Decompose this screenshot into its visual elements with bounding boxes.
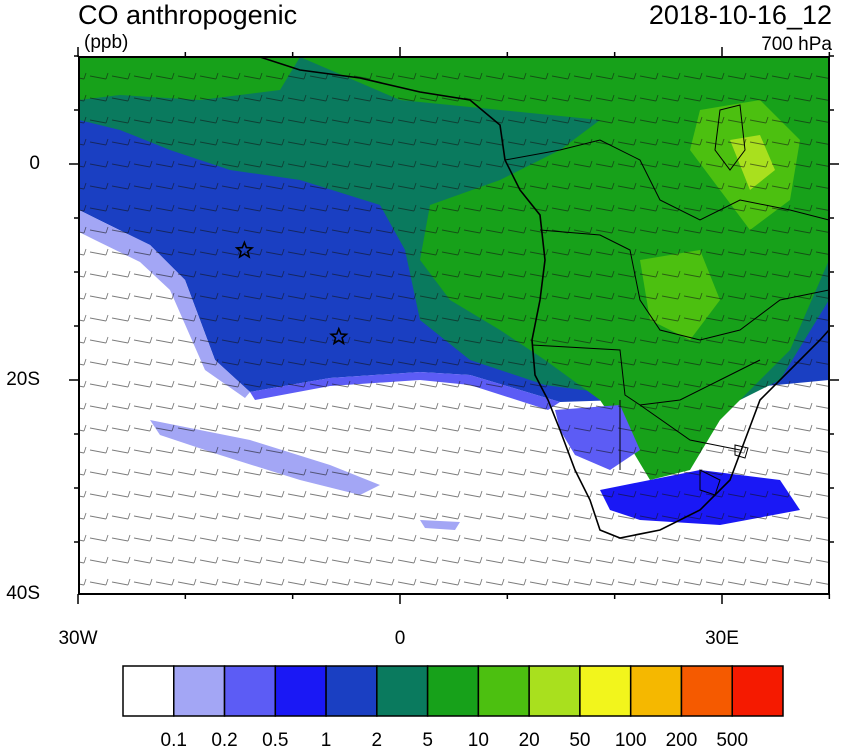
colorbar-swatch (325, 665, 378, 717)
colorbar-label: 0.5 (262, 730, 289, 751)
x-tick-label: 30W (58, 628, 98, 649)
colorbar-label: 200 (665, 730, 698, 751)
datetime-label: 2018-10-16_12 (648, 0, 832, 30)
border-4 (619, 400, 741, 470)
units-label: (ppb) (84, 32, 129, 53)
border-2 (539, 229, 829, 341)
colorbar-label: 50 (569, 730, 591, 751)
axis-ticks (69, 47, 839, 604)
colorbar-label: 5 (422, 730, 433, 751)
colorbar-swatch (122, 665, 175, 717)
lake-victoria (714, 104, 746, 171)
colorbar-swatch (477, 665, 530, 717)
colorbar-swatch (528, 665, 581, 717)
colorbar-label: 10 (467, 730, 489, 751)
pressure-level-label: 700 hPa (761, 34, 832, 55)
x-tick-label: 30E (705, 628, 739, 649)
wind-barbs (79, 57, 829, 594)
colorbar-label: 0.1 (160, 730, 187, 751)
colorbar-swatch (274, 665, 327, 717)
colorbar-swatch (223, 665, 277, 717)
border-lesotho (699, 469, 721, 496)
site-markers (234, 240, 349, 346)
border-eswatini (734, 444, 749, 459)
colorbar-swatch (579, 665, 632, 717)
colorbar-swatch (731, 665, 784, 717)
colorbar-label: 2 (371, 730, 383, 751)
border-1 (504, 139, 829, 221)
map-plot-area (79, 57, 829, 594)
coastline (259, 57, 829, 539)
y-tick-label: 40S (6, 583, 40, 604)
colorbar-swatch (426, 665, 480, 717)
star-marker (329, 326, 349, 346)
colorbar-label: 500 (716, 730, 749, 751)
y-tick-label: 0 (29, 153, 40, 174)
colorbar-swatch (173, 665, 226, 717)
x-tick-label: 0 (394, 628, 406, 649)
colorbar (122, 665, 784, 717)
colorbar-swatch (629, 665, 683, 717)
y-tick-label: 20S (6, 369, 40, 390)
colorbar-label: 100 (614, 730, 647, 751)
colorbar-label: 20 (518, 730, 540, 751)
map-title: CO anthropogenic (78, 0, 298, 30)
colorbar-swatch (376, 665, 429, 717)
colorbar-label: 0.2 (211, 730, 238, 751)
star-marker (234, 240, 255, 259)
colorbar-swatch (680, 665, 733, 717)
colorbar-label: 1 (320, 730, 332, 751)
